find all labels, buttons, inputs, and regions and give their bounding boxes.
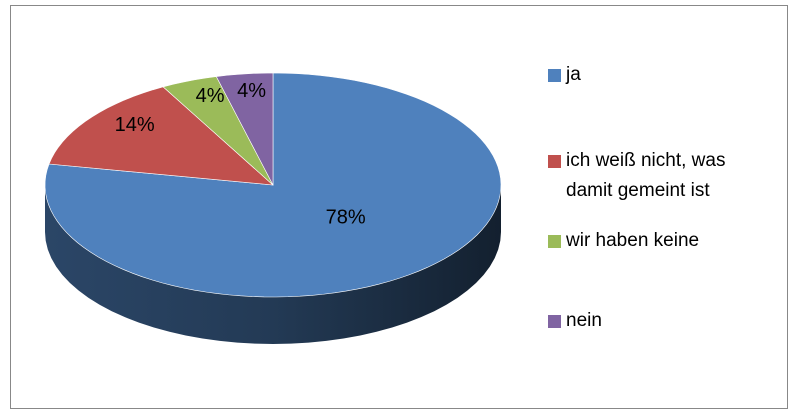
legend-item: ja [548,60,766,90]
data-label: 4% [196,85,225,107]
chart-frame [10,5,788,409]
legend-swatch [548,155,561,168]
data-label: 78% [326,206,366,228]
legend-label: wir haben keine [566,230,700,251]
legend-label: nein [566,310,602,331]
pie-slice [215,72,274,186]
pie-slice [48,86,274,186]
data-label: 14% [115,114,155,136]
legend-swatch [548,235,561,248]
legend-item: wir haben keine [548,226,766,256]
legend-label: ja [566,64,581,85]
legend-swatch [548,69,561,82]
legend-label: ich weiß nicht, was damit gemeint ist [566,150,726,201]
legend-item: ich weiß nicht, was damit gemeint ist [548,146,766,206]
legend-item: nein [548,306,766,336]
pie-side [45,185,501,344]
pie-slice [162,76,274,186]
data-label: 4% [237,80,266,102]
legend-swatch [548,315,561,328]
